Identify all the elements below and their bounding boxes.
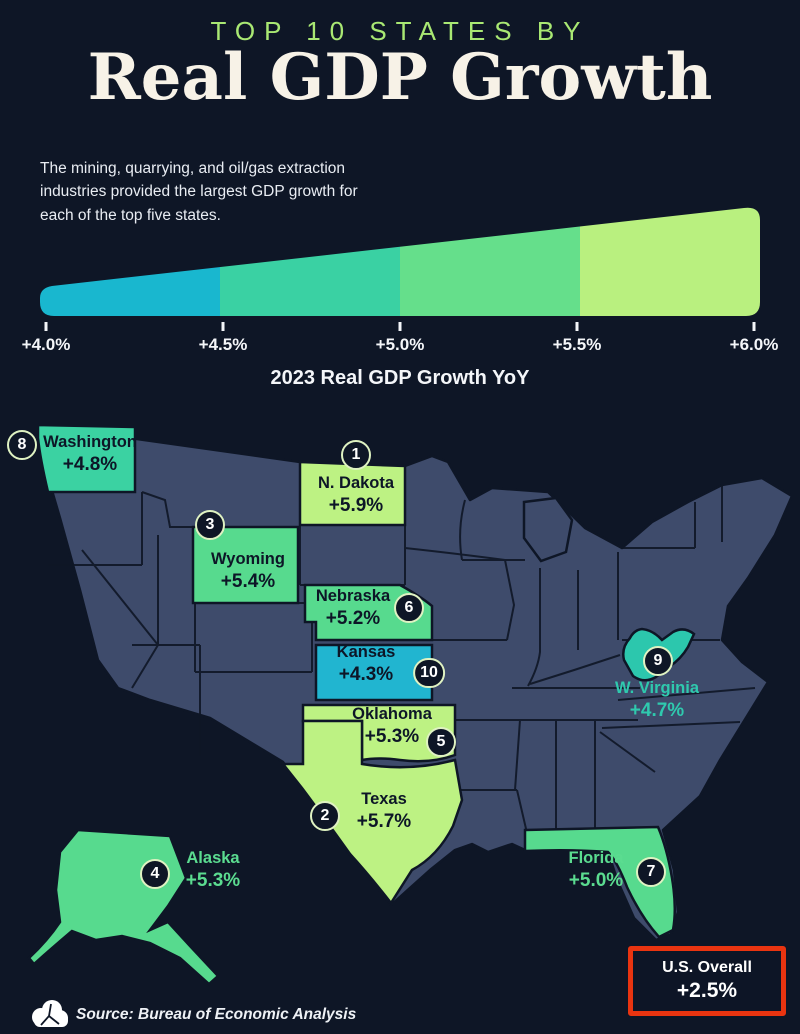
us-map — [27, 423, 794, 986]
state-label-oklahoma: Oklahoma +5.3% — [352, 705, 432, 747]
scale-tick-mark — [398, 322, 402, 331]
scale-tick-mark — [575, 322, 579, 331]
state-shape-kansas — [314, 643, 434, 702]
state-label-florida: Florida +5.0% — [568, 849, 624, 891]
scale-tick-label: +5.0% — [375, 335, 425, 354]
scale-tick-label: +6.0% — [729, 335, 779, 354]
state-label-nebraska: Nebraska +5.2% — [315, 587, 391, 629]
state-shape-north-dakota — [298, 460, 407, 527]
rank-badge-8: 8 — [7, 430, 37, 460]
state-label-texas: Texas +5.7% — [356, 790, 412, 832]
source-credit: Source: Bureau of Economic Analysis — [76, 1006, 357, 1023]
rank-badge-9: 9 — [643, 646, 673, 676]
state-shape-michigan — [522, 496, 574, 563]
scale-tick-label: +4.5% — [198, 335, 248, 354]
rank-badge-4: 4 — [140, 859, 170, 889]
state-shape-wyoming — [191, 525, 300, 605]
scale-tick-mark — [752, 322, 756, 331]
state-shape-florida — [523, 825, 676, 939]
state-label-kansas: Kansas +4.3% — [336, 643, 396, 685]
rank-badge-5: 5 — [426, 727, 456, 757]
state-label-n-dakota: N. Dakota +5.9% — [317, 474, 395, 516]
rank-badge-3: 3 — [195, 510, 225, 540]
state-label-alaska: Alaska +5.3% — [185, 849, 241, 891]
us-overall-value: +2.5% — [676, 979, 738, 1002]
kicker-text: TOP 10 STATES BY — [210, 16, 590, 46]
scale-tick-label: +5.5% — [552, 335, 602, 354]
subtitle-text: The mining, quarrying, and oil/gas extra… — [40, 160, 358, 224]
scale-tick-mark — [221, 322, 225, 331]
state-shape-washington — [36, 423, 137, 494]
scale-caption: 2023 Real GDP Growth YoY — [270, 367, 530, 389]
rank-badge-6: 6 — [394, 593, 424, 623]
us-overall-label: U.S. Overall — [662, 959, 752, 976]
state-shape-alaska — [27, 828, 220, 986]
scale-tick-mark — [44, 322, 48, 331]
voronoi-logo — [32, 1000, 68, 1027]
rank-badge-10: 10 — [413, 658, 445, 688]
state-label-wyoming: Wyoming +5.4% — [211, 550, 285, 592]
state-label-washington: Washington +4.8% — [43, 433, 137, 475]
rank-badge-7: 7 — [636, 857, 666, 887]
rank-badge-2: 2 — [310, 801, 340, 831]
rank-badge-1: 1 — [341, 440, 371, 470]
gdp-scale-wedge — [40, 207, 760, 316]
page-title: Real GDP Growth — [87, 40, 713, 115]
state-label-w-virginia: W. Virginia +4.7% — [614, 679, 700, 721]
scale-tick-label: +4.0% — [21, 335, 71, 354]
us-overall-box: U.S. Overall +2.5% — [628, 946, 786, 1016]
